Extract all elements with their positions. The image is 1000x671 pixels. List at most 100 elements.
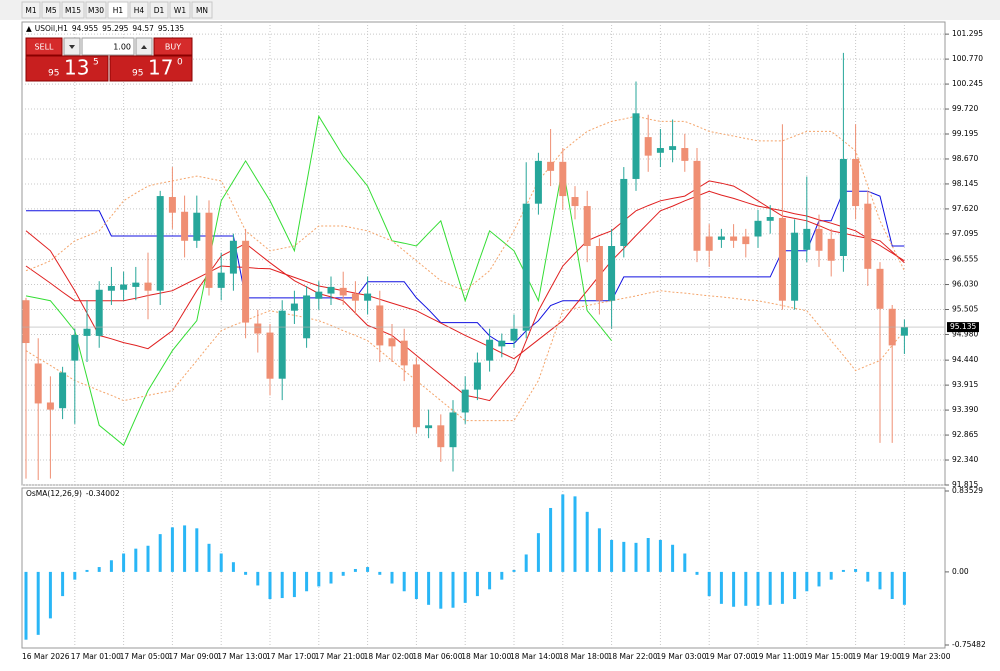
timeframe-button[interactable] xyxy=(149,1,169,19)
timeframe-label[interactable]: MN xyxy=(196,6,208,15)
histogram-bar xyxy=(353,568,357,572)
candle-body xyxy=(608,246,616,301)
histogram-bar xyxy=(817,571,821,587)
histogram-bar xyxy=(48,571,52,619)
sell-label[interactable]: SELL xyxy=(34,43,54,52)
price-point[interactable]: 0 xyxy=(177,58,183,68)
candle-body xyxy=(71,334,79,361)
candle-body xyxy=(412,364,420,428)
buy-price-box[interactable] xyxy=(109,55,193,82)
timeframe-button[interactable] xyxy=(191,1,213,19)
indicator-value: -0.34002 xyxy=(86,489,120,498)
timeframe-button[interactable] xyxy=(85,1,107,19)
timeframe-label[interactable]: H1 xyxy=(113,6,124,15)
candle-body xyxy=(656,148,664,153)
histogram-bar xyxy=(475,571,479,597)
histogram-bar xyxy=(866,571,870,582)
candle-body xyxy=(254,323,262,334)
price-pips[interactable]: 17 xyxy=(148,56,173,80)
y-tick-label: 94.440 xyxy=(952,355,978,364)
x-tick-label: 18 Mar 14:00 xyxy=(510,652,560,661)
candle-body xyxy=(132,282,140,287)
histogram-bar xyxy=(634,542,638,572)
timeframe-label[interactable]: M5 xyxy=(45,6,56,15)
histogram-bar xyxy=(146,545,150,572)
histogram-bar xyxy=(463,571,467,603)
histogram-bar xyxy=(390,571,394,584)
candle-body xyxy=(376,305,384,346)
candle-body xyxy=(705,236,713,251)
histogram-bar xyxy=(890,571,894,600)
histogram-bar xyxy=(744,571,748,606)
timeframe-button[interactable] xyxy=(169,1,191,19)
sell-price-box[interactable] xyxy=(25,55,109,82)
timeframe-label[interactable]: M30 xyxy=(88,6,104,15)
histogram-bar xyxy=(378,571,382,575)
candle-body xyxy=(717,236,725,240)
histogram-bar xyxy=(756,571,760,606)
candle-body xyxy=(22,300,30,344)
candle-body xyxy=(327,286,335,294)
histogram-bar xyxy=(793,571,797,600)
histogram-bar xyxy=(268,571,272,600)
candle-body xyxy=(205,212,213,288)
buy-button[interactable] xyxy=(153,37,193,56)
x-tick-label: 18 Mar 18:00 xyxy=(559,652,609,661)
candle-body xyxy=(876,268,884,309)
histogram-bar xyxy=(671,544,675,572)
candle-body xyxy=(571,197,579,207)
candle-body xyxy=(559,161,567,197)
candle-body xyxy=(900,327,908,336)
candle-body xyxy=(632,113,640,179)
histogram-bar xyxy=(573,496,577,572)
timeframe-button[interactable] xyxy=(61,1,85,19)
candle-body xyxy=(827,238,835,261)
candle-body xyxy=(498,340,506,347)
y-tick-label: 97.095 xyxy=(952,229,978,238)
candle-body xyxy=(46,402,54,410)
y-tick-label: 92.340 xyxy=(952,455,978,464)
histogram-bar xyxy=(695,571,699,575)
timeframe-label[interactable]: W1 xyxy=(174,6,186,15)
lot-input[interactable] xyxy=(81,37,135,56)
sell-button[interactable] xyxy=(25,37,63,56)
price-point[interactable]: 5 xyxy=(93,58,99,68)
timeframe-label[interactable]: D1 xyxy=(154,6,165,15)
timeframe-label[interactable]: H4 xyxy=(134,6,145,15)
histogram-bar xyxy=(61,571,65,597)
price-pips[interactable]: 13 xyxy=(64,56,89,80)
timeframe-button[interactable] xyxy=(21,1,41,19)
histogram-bar xyxy=(549,507,553,572)
timeframe-button[interactable] xyxy=(107,1,129,19)
histogram-bar xyxy=(597,528,601,572)
histogram-bar xyxy=(719,571,723,604)
y-tick-label: 96.555 xyxy=(952,255,978,264)
x-tick-label: 17 Mar 01:00 xyxy=(71,652,121,661)
candle-body xyxy=(351,293,359,301)
histogram-bar xyxy=(561,494,565,572)
histogram-bar xyxy=(805,571,809,592)
y-tick-label: 92.865 xyxy=(952,430,978,439)
lot-value[interactable]: 1.00 xyxy=(113,43,131,52)
y-tick-label: 99.195 xyxy=(952,129,978,138)
histogram-bar xyxy=(170,527,174,572)
histogram-bar xyxy=(878,571,882,590)
histogram-bar xyxy=(256,571,260,586)
histogram-bar xyxy=(183,525,187,572)
timeframe-label[interactable]: M15 xyxy=(65,6,81,15)
candle-body xyxy=(339,287,347,296)
indicator-label: OsMA(12,26,9) -0.34002 xyxy=(26,489,120,498)
timeframe-button[interactable] xyxy=(41,1,61,19)
price-big-figure[interactable]: 95 xyxy=(132,69,143,79)
candle-body xyxy=(742,236,750,245)
histogram-bar xyxy=(524,554,528,572)
buy-label[interactable]: BUY xyxy=(165,43,181,52)
timeframe-label[interactable]: M1 xyxy=(25,6,36,15)
x-tick-label: 17 Mar 21:00 xyxy=(315,652,365,661)
y-tick-label: 100.770 xyxy=(952,54,983,63)
histogram-bar xyxy=(585,511,589,572)
x-tick-label: 17 Mar 13:00 xyxy=(217,652,267,661)
timeframe-button[interactable] xyxy=(129,1,149,19)
price-big-figure[interactable]: 95 xyxy=(48,69,59,79)
